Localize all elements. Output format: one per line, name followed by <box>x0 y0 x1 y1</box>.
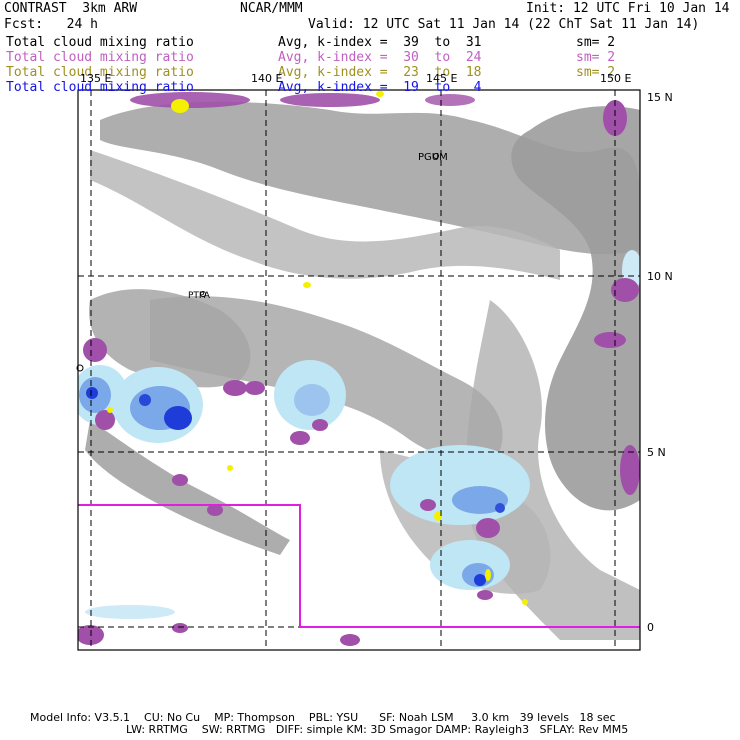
magenta-center-2 <box>245 381 265 395</box>
lon-label-135e: 135 E <box>80 72 112 85</box>
magenta-center-1 <box>223 380 247 396</box>
deep-blue-core-1 <box>164 406 192 430</box>
lat-label-5n: 5 N <box>647 446 666 459</box>
yellow-se-3 <box>522 599 528 605</box>
yellow-west <box>107 407 113 413</box>
model-info-line2: LW: RRTMG SW: RRTMG DIFF: simple KM: 3D … <box>126 723 629 736</box>
yellow-sw <box>227 465 233 471</box>
magenta-center-3 <box>290 431 310 445</box>
magenta-sw-1 <box>172 474 188 486</box>
legend-avg-4: Avg, k-index = 19 to 4 <box>278 80 482 95</box>
deep-blue-core-3 <box>474 574 486 586</box>
deep-blue-core-2 <box>86 387 98 399</box>
magenta-center-4 <box>312 419 328 431</box>
magenta-south-2 <box>172 623 188 633</box>
yellow-north <box>171 99 189 113</box>
legend-avg-3: Avg, k-index = 23 to 18 <box>278 65 482 80</box>
magenta-sw-2 <box>207 504 223 516</box>
legend-field-1: Total cloud mixing ratio <box>6 35 194 50</box>
light-blue-se-1 <box>390 445 530 525</box>
station-marker-pgum <box>433 153 439 159</box>
forecast-hour: Fcst: 24 h <box>4 17 98 32</box>
magenta-east-1 <box>611 278 639 302</box>
legend-sm-2: sm= 2 <box>576 50 616 65</box>
magenta-west-1 <box>83 338 107 362</box>
magenta-se-3 <box>477 590 493 600</box>
magenta-east-2 <box>594 332 626 348</box>
lat-label-15n: 15 N <box>647 91 673 104</box>
legend-sm-3: sm= 2 <box>576 65 616 80</box>
magenta-ne <box>603 100 627 136</box>
institution-label: NCAR/MMM <box>240 1 303 16</box>
station-label-pgum: PGUM <box>418 152 448 163</box>
deep-blue-core-4 <box>495 503 505 513</box>
lat-label-0: 0 <box>647 621 654 634</box>
model-title: CONTRAST 3km ARW <box>4 1 138 16</box>
legend-field-2: Total cloud mixing ratio <box>6 50 194 65</box>
yellow-se <box>434 511 442 521</box>
gray-cloud-top <box>100 101 640 255</box>
mid-blue-se-1 <box>452 486 508 514</box>
model-info-line1: Model Info: V3.5.1 CU: No Cu MP: Thompso… <box>30 711 616 724</box>
yellow-center <box>303 282 311 288</box>
magenta-se-edge <box>620 445 640 495</box>
lat-label-10n: 10 N <box>647 270 673 283</box>
magenta-south-3 <box>340 634 360 646</box>
lon-label-140e: 140 E <box>251 72 283 85</box>
valid-time: Valid: 12 UTC Sat 11 Jan 14 (22 ChT Sat … <box>308 17 700 32</box>
legend-field-3: Total cloud mixing ratio <box>6 65 194 80</box>
gray-cloud-mid-west <box>89 289 251 388</box>
station-marker-ptpa <box>200 291 206 297</box>
light-blue-south <box>85 605 175 619</box>
magenta-south-1 <box>78 625 104 645</box>
lon-label-145e: 145 E <box>426 72 458 85</box>
magenta-north-1 <box>130 92 250 108</box>
station-label-ptpa: PTPA <box>188 291 210 301</box>
cloud-fields <box>78 91 640 646</box>
legend-avg-1: Avg, k-index = 39 to 31 <box>278 35 482 50</box>
magenta-se-1 <box>476 518 500 538</box>
legend-field-4: Total cloud mixing ratio <box>6 80 194 95</box>
lon-label-150e: 150 E <box>600 72 632 85</box>
init-time: Init: 12 UTC Fri 10 Jan 14 <box>526 1 730 16</box>
gray-cloud-upper-band <box>90 150 560 280</box>
mid-blue-center <box>294 384 330 416</box>
yellow-north-2 <box>376 91 384 97</box>
yellow-se-2 <box>485 569 491 581</box>
magenta-pgum <box>425 94 475 106</box>
deep-blue-core-5 <box>139 394 151 406</box>
legend-sm-1: sm= 2 <box>576 35 616 50</box>
station-marker-west <box>76 364 84 372</box>
magenta-se-2 <box>420 499 436 511</box>
magenta-north-2 <box>280 93 380 107</box>
gray-cloud-east <box>511 106 640 511</box>
domain-boundary <box>78 504 640 628</box>
gray-cloud-southwest-band <box>85 420 290 555</box>
legend-avg-2: Avg, k-index = 30 to 24 <box>278 50 482 65</box>
magenta-west-2 <box>95 410 115 430</box>
